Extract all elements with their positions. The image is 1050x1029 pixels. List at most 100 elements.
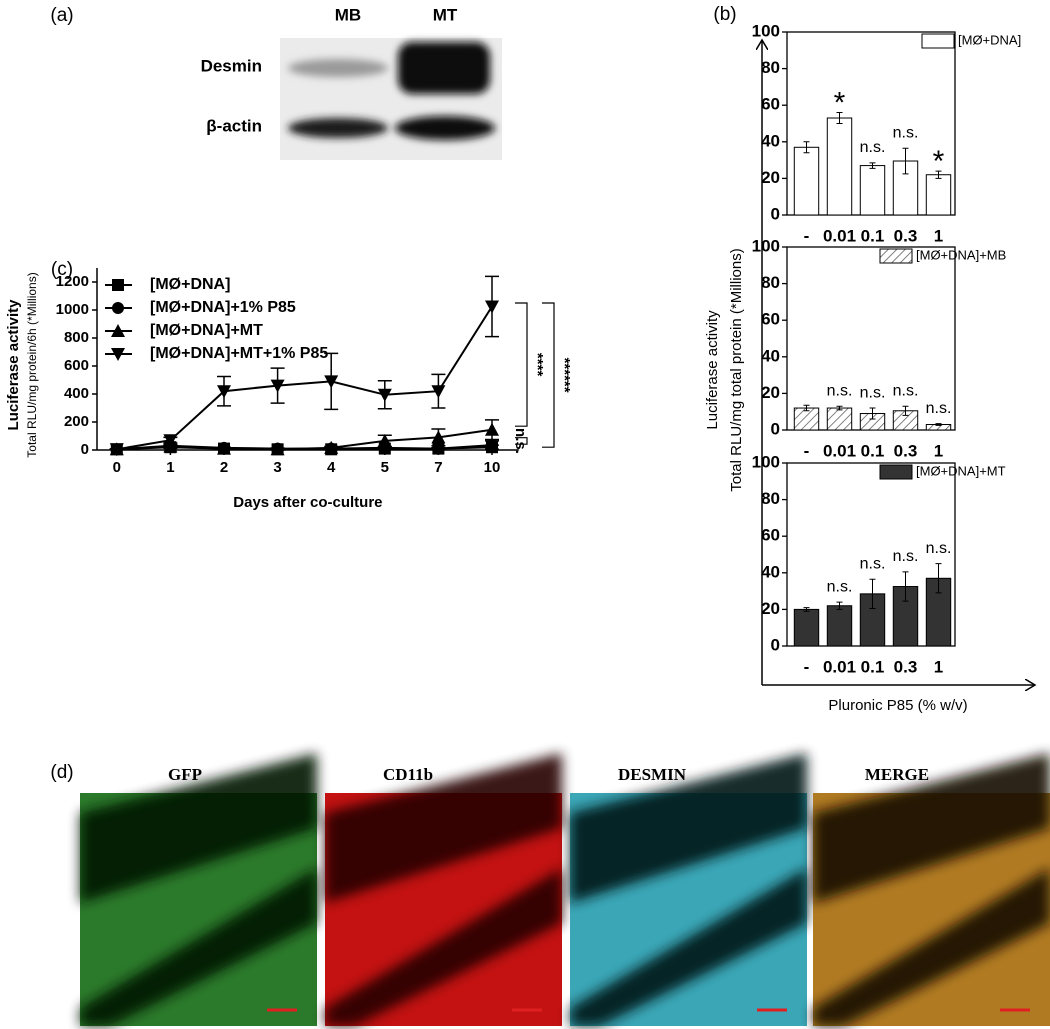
- legend-label: [MØ+DNA]+MT+1% P85: [150, 345, 328, 362]
- y-tick-label: 600: [64, 357, 89, 374]
- x-tick-label: 0.3: [894, 441, 918, 460]
- image-dark: [813, 753, 1050, 903]
- legend-marker: [111, 348, 125, 361]
- y-tick-label: 20: [761, 383, 780, 402]
- significance-label: n.s.: [926, 540, 952, 557]
- significance-bracket: [515, 437, 528, 445]
- micrograph: [570, 753, 807, 1026]
- significance-label: n.s.: [827, 382, 853, 399]
- marker: [270, 442, 285, 456]
- image-dark: [570, 868, 807, 1026]
- significance-label: n.s.: [860, 555, 886, 572]
- marker: [324, 375, 339, 389]
- legend-label: [MØ+DNA]+1% P85: [150, 299, 296, 316]
- panel-label: (c): [51, 259, 73, 280]
- x-tick-label: 1: [166, 459, 174, 476]
- error-bar: [869, 578, 876, 609]
- significance-label: ****: [529, 353, 546, 377]
- error-bar: [803, 607, 810, 612]
- y-tick-label: 100: [752, 236, 780, 255]
- bar: [793, 407, 820, 431]
- x-tick-label: 3: [273, 459, 281, 476]
- micrograph: [325, 753, 562, 1026]
- y-tick-label: 1200: [56, 273, 89, 290]
- marker: [109, 443, 124, 457]
- significance-label: n.s.: [893, 548, 919, 565]
- y-tick-label: 80: [761, 58, 780, 77]
- legend-label: [MØ+DNA]+MT: [150, 322, 263, 339]
- x-tick-label: 1: [934, 441, 943, 460]
- y-tick-label: 40: [761, 346, 780, 365]
- legend-marker: [112, 279, 124, 291]
- marker: [431, 430, 446, 444]
- error-bar: [836, 405, 843, 411]
- y-tick-label: 100: [752, 21, 780, 40]
- significance-label: n.s.: [512, 428, 529, 454]
- bar: [826, 117, 853, 216]
- image-dark: [325, 868, 562, 1026]
- marker: [377, 388, 392, 402]
- x-tick-label: 0: [113, 459, 121, 476]
- bar: [793, 608, 820, 647]
- y-tick-label: 0: [771, 204, 780, 223]
- x-tick-label: 1: [934, 657, 943, 676]
- protein-label: β-actin: [206, 116, 262, 135]
- y-tick-label: 60: [761, 526, 780, 545]
- x-tick-label: 7: [434, 459, 442, 476]
- y-tick-label: 40: [761, 131, 780, 150]
- significance-bracket: [515, 302, 528, 427]
- x-tick-label: -: [804, 441, 810, 460]
- x-tick-label: 5: [381, 459, 389, 476]
- y-tick-label: 80: [761, 273, 780, 292]
- x-tick-label: -: [804, 226, 810, 245]
- y-tick-label: 400: [64, 385, 89, 402]
- y-tick-label: 0: [771, 635, 780, 654]
- image-label: CD11b: [383, 765, 433, 784]
- bar: [826, 605, 853, 647]
- error-bar: [803, 141, 810, 154]
- error-bar: [869, 162, 876, 169]
- error-bar: [935, 563, 942, 594]
- significance-label: n.s.: [827, 578, 853, 595]
- legend-marker: [111, 324, 125, 337]
- legend-marker: [112, 302, 124, 314]
- y-tick-label: 60: [761, 310, 780, 329]
- x-tick-label: 0.1: [861, 226, 885, 245]
- panel-label: (b): [713, 4, 736, 25]
- marker: [217, 385, 231, 399]
- y-tick-label: 40: [761, 562, 780, 581]
- x-tick-label: -: [804, 657, 810, 676]
- lane-label: MT: [433, 5, 458, 24]
- image-label: GFP: [168, 765, 202, 784]
- y-tick-label: 20: [761, 168, 780, 187]
- legend-swatch: [879, 464, 913, 480]
- legend-label: [MØ+DNA]: [958, 32, 1021, 47]
- marker: [270, 379, 285, 393]
- series-line: [116, 305, 493, 451]
- panel-label: (d): [50, 762, 73, 783]
- image-dark: [325, 753, 562, 903]
- x-tick-label: 0.3: [894, 657, 918, 676]
- x-tick-label: 0.1: [861, 441, 885, 460]
- marker: [485, 422, 499, 436]
- significance-label: *: [834, 86, 846, 119]
- image-label: MERGE: [865, 765, 929, 784]
- image-label: DESMIN: [618, 765, 687, 784]
- marker: [324, 440, 339, 454]
- significance-label: *: [933, 145, 945, 178]
- lane-label: MB: [335, 5, 361, 24]
- marker: [431, 385, 446, 399]
- y-axis-label: Total RLU/mg total protein (*Millions): [728, 248, 745, 491]
- series-line: [116, 428, 493, 451]
- y-tick-label: 0: [81, 441, 89, 458]
- y-axis-label: Luciferase activity: [5, 299, 22, 431]
- x-tick-label: 0.01: [823, 226, 856, 245]
- image-dark: [80, 868, 317, 1026]
- western-blot: [280, 38, 502, 160]
- y-axis-label: Total RLU/mg protein/6h (*Millions): [25, 272, 39, 457]
- legend-swatch: [921, 33, 955, 49]
- error-bar: [869, 407, 876, 420]
- marker: [485, 300, 499, 314]
- y-tick-label: 20: [761, 599, 780, 618]
- significance-label: n.s.: [860, 139, 886, 156]
